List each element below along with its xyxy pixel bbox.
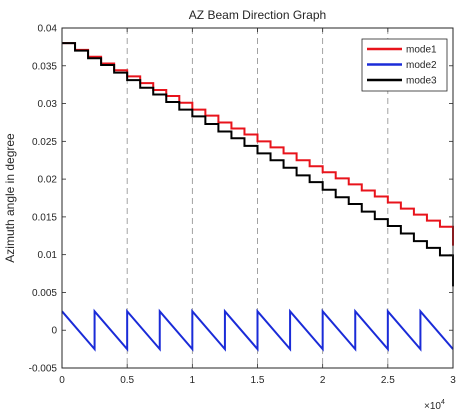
- legend-label-mode3: mode3: [406, 76, 437, 87]
- x-axis-exponent-power: 4: [441, 399, 445, 406]
- y-tick-label-7: 0.03: [38, 99, 58, 110]
- x-tick-label-2: 1: [190, 375, 196, 386]
- series-line-mode3: [62, 42, 454, 287]
- x-axis-exponent: ×104: [424, 399, 445, 412]
- y-tick-label-5: 0.02: [38, 175, 58, 186]
- y-tick-label-0: -0.005: [29, 364, 58, 375]
- y-tick-label-8: 0.035: [32, 61, 57, 72]
- series-line-mode2: [61, 308, 454, 352]
- tick-layer: 0 0.5 1 1.5 2 2.5 3-0.00500.0050.010.0150.020.…: [29, 24, 457, 387]
- y-tick-label-3: 0.01: [38, 250, 58, 261]
- y-tick-label-6: 0.025: [32, 137, 57, 148]
- x-axis-exponent-base: ×10: [424, 401, 441, 412]
- x-tick-label-3: 1.5: [251, 375, 265, 386]
- legend-label-mode2: mode2: [406, 60, 437, 71]
- y-tick-label-1: 0: [51, 326, 57, 337]
- legend: mode1 mode2 mode3: [361, 38, 448, 92]
- y-tick-label-9: 0.04: [38, 24, 58, 35]
- x-tick-label-5: 2.5: [381, 375, 395, 386]
- y-tick-label-2: 0.005: [32, 288, 57, 299]
- y-tick-label-4: 0.015: [32, 212, 57, 223]
- x-tick-label-1: 0.5: [120, 375, 134, 386]
- y-axis-label: Azimuth angle in degree: [3, 133, 17, 263]
- x-tick-label-4: 2: [320, 375, 326, 386]
- x-tick-label-0: 0: [59, 375, 65, 386]
- legend-label-mode1: mode1: [406, 45, 437, 56]
- series-layer: [61, 42, 454, 352]
- x-tick-label-6: 3: [450, 375, 456, 386]
- chart-title: AZ Beam Direction Graph: [189, 8, 326, 22]
